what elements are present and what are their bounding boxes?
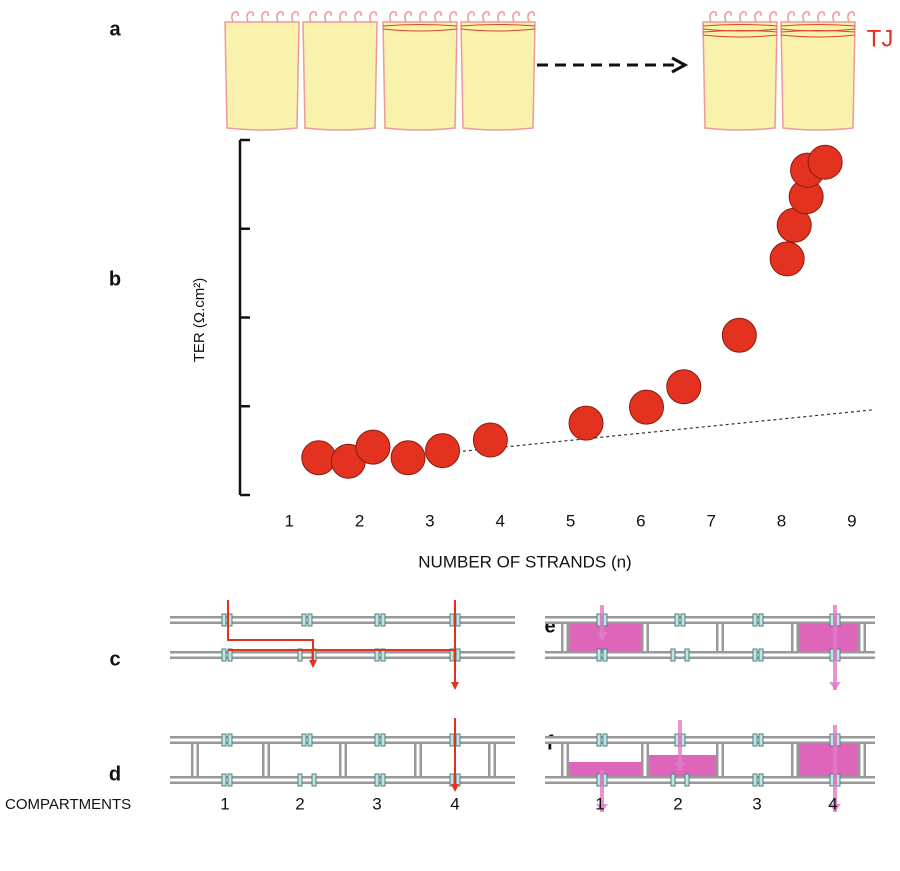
junction	[603, 734, 607, 746]
data-point	[473, 423, 507, 457]
microvilli	[788, 12, 854, 22]
junction	[759, 734, 763, 746]
junction	[381, 734, 385, 746]
junction	[375, 614, 379, 626]
compartments-label: COMPARTMENTS	[5, 796, 131, 813]
x-axis-label: NUMBER OF STRANDS (n)	[418, 552, 631, 571]
x-tick-label: 1	[284, 511, 293, 530]
junction	[302, 734, 306, 746]
data-point	[569, 406, 603, 440]
data-point	[808, 145, 842, 179]
junction	[597, 734, 601, 746]
data-point	[770, 242, 804, 276]
data-point	[630, 390, 664, 424]
x-tick-label: 6	[636, 511, 645, 530]
flux-arrowhead	[451, 784, 459, 792]
cell	[703, 22, 777, 130]
junction	[753, 614, 757, 626]
junction	[759, 614, 763, 626]
y-axis-label: TER (Ω.cm²)	[191, 278, 208, 363]
compartment-number: 4	[450, 794, 459, 813]
junction	[375, 774, 379, 786]
tracer-fill	[568, 624, 642, 652]
panel-label: d	[109, 763, 121, 785]
compartment-number: 3	[752, 794, 761, 813]
junction	[222, 774, 226, 786]
data-point	[302, 441, 336, 475]
junction	[222, 649, 226, 661]
data-point	[426, 434, 460, 468]
junction	[298, 774, 302, 786]
compartment-number: 1	[220, 794, 229, 813]
tracer-arrowhead	[829, 682, 841, 690]
junction	[450, 614, 454, 626]
junction	[375, 734, 379, 746]
junction	[222, 614, 226, 626]
junction	[671, 774, 675, 786]
junction	[308, 734, 312, 746]
compartment-number: 2	[673, 794, 682, 813]
x-tick-label: 4	[495, 511, 504, 530]
compartment-number: 4	[828, 794, 837, 813]
junction	[228, 734, 232, 746]
figure: a b c d e f TJ NUMBER OF STRANDS (n) TER…	[0, 0, 900, 871]
panel-label: c	[109, 648, 120, 670]
junction	[753, 774, 757, 786]
data-point	[722, 318, 756, 352]
junction	[308, 614, 312, 626]
data-point	[356, 430, 390, 464]
x-tick-label: 5	[566, 511, 575, 530]
junction	[603, 649, 607, 661]
microvilli	[232, 12, 298, 22]
tracer-fill	[798, 624, 859, 652]
x-tick-label: 7	[706, 511, 715, 530]
junction	[753, 734, 757, 746]
cell	[225, 22, 299, 130]
junction	[450, 734, 454, 746]
tj-label: TJ	[867, 25, 894, 52]
junction	[759, 774, 763, 786]
data-point	[391, 441, 425, 475]
microvilli	[390, 12, 456, 22]
cell	[461, 22, 535, 130]
x-tick-label: 8	[777, 511, 786, 530]
junction	[685, 774, 689, 786]
junction	[685, 649, 689, 661]
microvilli	[468, 12, 534, 22]
x-tick-label: 3	[425, 511, 434, 530]
x-tick-label: 9	[847, 511, 856, 530]
junction	[312, 774, 316, 786]
flux-arrowhead	[309, 660, 317, 668]
junction	[675, 614, 679, 626]
junction	[456, 614, 460, 626]
junction	[681, 614, 685, 626]
data-point	[667, 370, 701, 404]
junction	[671, 649, 675, 661]
panel-label: b	[109, 268, 121, 290]
microvilli	[710, 12, 776, 22]
junction	[381, 774, 385, 786]
compartment-number: 2	[295, 794, 304, 813]
cell	[383, 22, 457, 130]
junction	[759, 649, 763, 661]
panel-label: a	[109, 18, 121, 40]
junction	[456, 649, 460, 661]
junction	[302, 614, 306, 626]
x-tick-label: 2	[355, 511, 364, 530]
junction	[228, 774, 232, 786]
cell	[303, 22, 377, 130]
tracer-fill	[798, 744, 859, 776]
trend-line	[451, 410, 873, 453]
microvilli	[310, 12, 376, 22]
compartment-number: 1	[595, 794, 604, 813]
junction	[381, 614, 385, 626]
junction	[456, 734, 460, 746]
flux-arrowhead	[451, 682, 459, 690]
compartment-number: 3	[372, 794, 381, 813]
flux-path	[228, 600, 455, 688]
junction	[753, 649, 757, 661]
cell	[781, 22, 855, 130]
junction	[222, 734, 226, 746]
junction	[597, 649, 601, 661]
